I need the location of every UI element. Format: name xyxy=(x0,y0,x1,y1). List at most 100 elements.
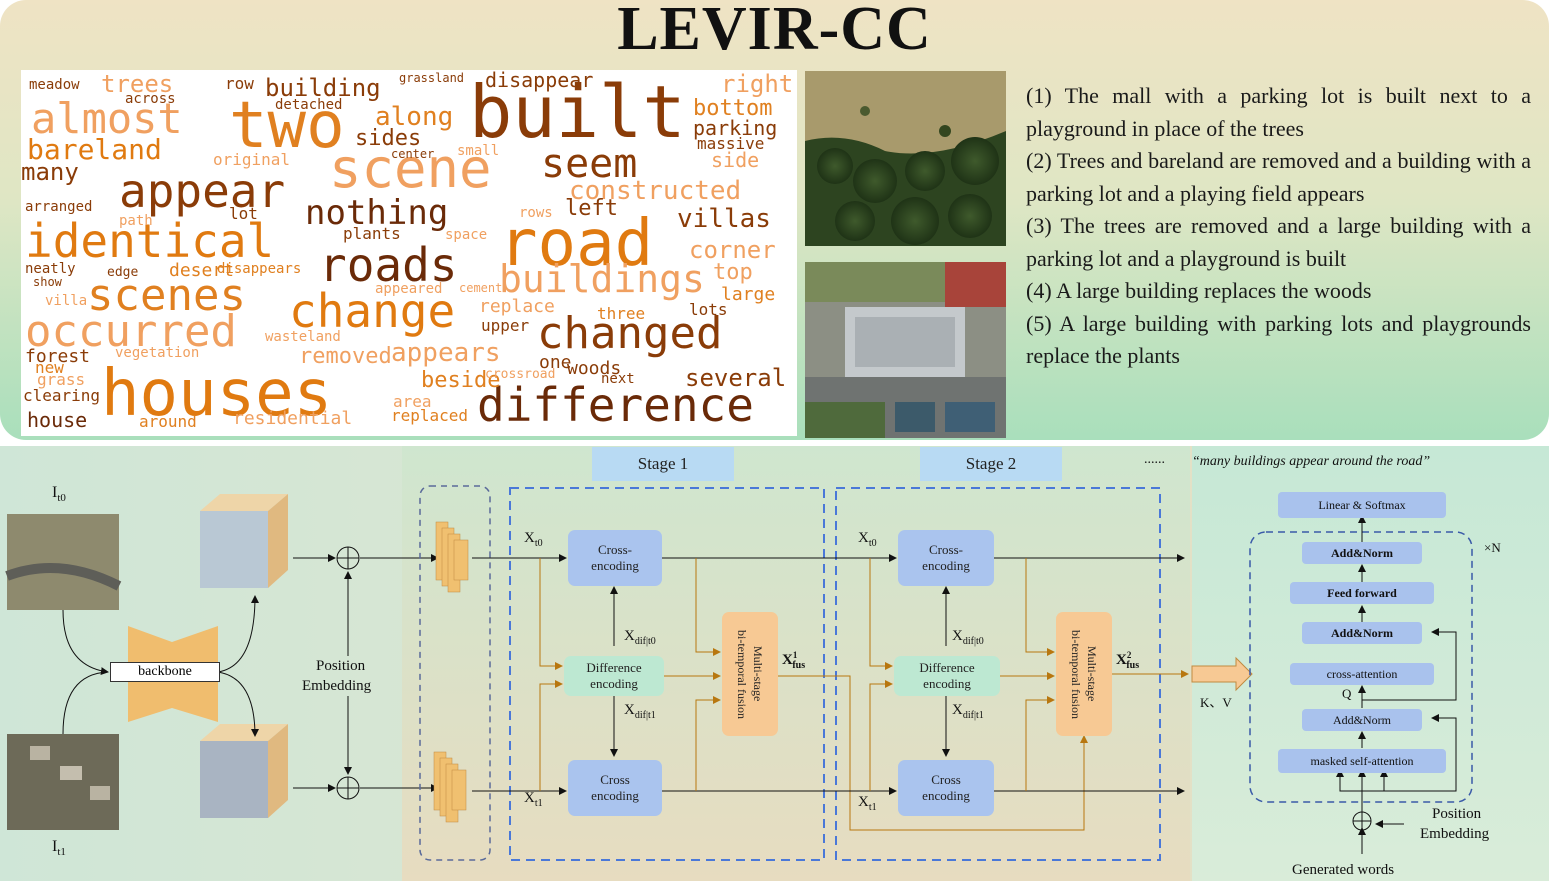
xdif-t0-label-stage1: Xdif|t0 xyxy=(624,628,656,647)
word-cloud-word: neatly xyxy=(25,261,76,277)
linear-softmax-box: Linear & Softmax xyxy=(1278,492,1446,518)
position-label-right: Position xyxy=(1432,806,1482,822)
word-cloud-word: villas xyxy=(677,204,771,234)
word-cloud-word: top xyxy=(713,260,753,285)
generated-words-label: Generated words xyxy=(1292,862,1395,878)
word-cloud-word: constructed xyxy=(569,176,742,206)
masked-self-attention-box: masked self-attention xyxy=(1278,749,1446,773)
word-cloud-word: scenes xyxy=(87,270,246,321)
word-cloud-word: trees xyxy=(101,70,174,98)
word-cloud-word: new xyxy=(35,358,64,377)
word-cloud-word: appear xyxy=(119,164,286,218)
word-cloud-word: meadow xyxy=(29,77,80,93)
xdif-t1-label-stage2: Xdif|t1 xyxy=(952,702,984,721)
stage2-header: Stage 2 xyxy=(920,447,1062,481)
word-cloud-word: left xyxy=(565,196,618,221)
input-label-t0: It0 xyxy=(52,484,66,505)
word-cloud-word: woods xyxy=(567,358,622,379)
difference-encoding-stage2: Difference encoding xyxy=(894,656,1000,696)
ellipsis: ...... xyxy=(1144,452,1165,467)
word-cloud-word: several xyxy=(685,364,787,392)
word-cloud-word: replace xyxy=(479,296,555,317)
add-norm-box-top: Add&Norm xyxy=(1302,542,1422,564)
q-label: Q xyxy=(1342,686,1352,701)
word-cloud-word: desert xyxy=(169,260,235,281)
word-cloud-word: corner xyxy=(689,236,776,264)
output-sentence: “many buildings appear around the road” xyxy=(1192,454,1431,469)
word-cloud-word: show xyxy=(33,275,62,289)
xt0-label-stage2: Xt0 xyxy=(858,530,877,549)
position-label: Position xyxy=(316,658,366,674)
satellite-image-bottom xyxy=(805,262,1006,438)
word-cloud-word: space xyxy=(445,227,488,243)
word-cloud-word: row xyxy=(225,74,254,93)
fusion-stage2: Multi-stage bi-temporal fusion xyxy=(1056,612,1112,736)
cross-attention-box: cross-attention xyxy=(1290,663,1434,685)
word-cloud-word: wasteland xyxy=(265,329,341,345)
word-cloud-word: detached xyxy=(275,97,343,113)
word-cloud-word: grass xyxy=(37,370,86,389)
word-cloud-word: many xyxy=(21,158,79,186)
xfus2-label: X2fus xyxy=(1116,650,1140,671)
word-cloud-word: small xyxy=(457,143,500,159)
word-cloud-word: appears xyxy=(391,338,501,368)
word-cloud-word: two xyxy=(229,89,345,163)
kv-label: K、V xyxy=(1200,695,1232,710)
word-cloud-word: upper xyxy=(481,316,530,335)
add-norm-box-low: Add&Norm xyxy=(1302,709,1422,731)
word-cloud-word: residential xyxy=(233,408,353,429)
word-cloud-word: houses xyxy=(101,357,333,431)
input-label-t1: It1 xyxy=(52,838,66,859)
word-cloud-word: next xyxy=(601,371,635,387)
word-cloud-word: lots xyxy=(689,300,728,319)
word-cloud-word: across xyxy=(125,91,176,107)
cross-encoding-t0-stage2: Cross-encoding xyxy=(898,530,994,586)
word-cloud-word: rows xyxy=(519,205,553,221)
word-cloud-word: disappears xyxy=(217,261,302,277)
xt1-label-stage2: Xt1 xyxy=(858,794,877,813)
word-cloud-word: vegetation xyxy=(115,345,200,361)
feed-forward-box: Feed forward xyxy=(1290,582,1434,604)
word-cloud-word: seem xyxy=(541,141,638,187)
word-cloud-word: change xyxy=(289,284,456,338)
word-cloud-word: replaced xyxy=(391,406,469,425)
fusion-stage1: Multi-stage bi-temporal fusion xyxy=(722,612,778,736)
word-cloud-word: clearing xyxy=(23,386,101,405)
word-cloud-word: edge xyxy=(107,265,139,280)
embedding-label: Embedding xyxy=(302,678,372,694)
xfus1-label: X1fus xyxy=(782,650,806,671)
word-cloud-word: removed xyxy=(299,344,392,369)
xdif-t1-label-stage1: Xdif|t1 xyxy=(624,702,656,721)
difference-encoding-stage1: Difference encoding xyxy=(564,656,664,696)
word-cloud-word: sides xyxy=(355,126,422,151)
embedding-label-right: Embedding xyxy=(1420,826,1490,842)
page-title: LEVIR-CC xyxy=(617,0,932,63)
word-cloud-word: large xyxy=(721,284,776,305)
word-cloud-word: lot xyxy=(229,204,258,223)
caption-item: (3) The trees are removed and a large bu… xyxy=(1026,213,1531,271)
word-cloud-word: massive xyxy=(697,134,765,153)
word-cloud-word: side xyxy=(711,148,760,172)
word-cloud-word: disappear xyxy=(485,70,594,92)
word-cloud-word: changed xyxy=(537,308,723,359)
word-cloud-word: path xyxy=(119,213,153,229)
word-cloud-word: original xyxy=(213,150,291,169)
cross-encoding-t1-stage2: Cross encoding xyxy=(898,760,994,816)
word-cloud-word: area xyxy=(393,392,432,411)
word-cloud-word: beside xyxy=(421,368,501,393)
word-cloud-word: road xyxy=(499,207,654,281)
word-cloud-word: along xyxy=(375,102,454,132)
xt1-label-stage1: Xt1 xyxy=(524,790,543,809)
word-cloud-word: grassland xyxy=(399,71,465,85)
word-cloud-word: building xyxy=(265,74,381,102)
word-cloud-word: crossroad xyxy=(485,367,556,382)
add-norm-box-mid: Add&Norm xyxy=(1302,622,1422,644)
stage1-header: Stage 1 xyxy=(592,447,734,481)
caption-item: (1) The mall with a parking lot is built… xyxy=(1026,83,1531,141)
word-cloud-word: forest xyxy=(25,346,91,367)
word-cloud-word: occurred xyxy=(25,306,237,357)
word-cloud-word: cement xyxy=(459,281,503,295)
backbone-box: backbone xyxy=(110,662,220,682)
caption-item: (5) A large building with parking lots a… xyxy=(1026,310,1531,369)
word-cloud-word: plants xyxy=(343,224,401,243)
